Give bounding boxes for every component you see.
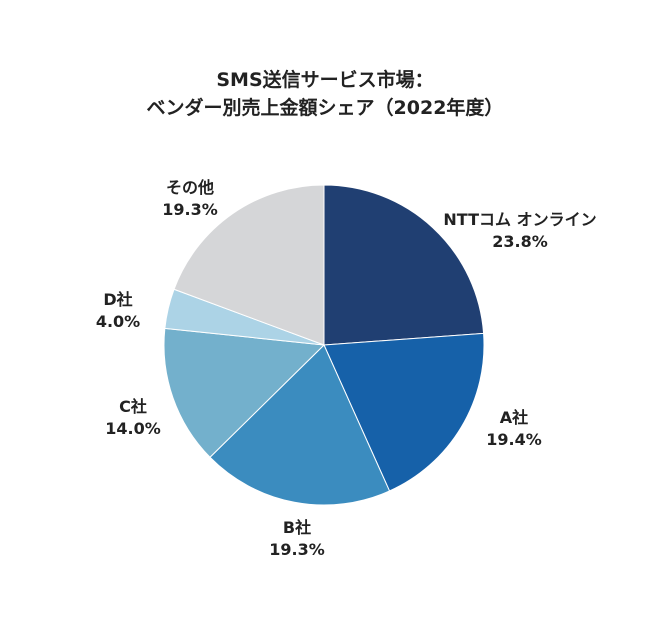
- slice-label-3: C社: [119, 397, 147, 416]
- pie-slice-2: [209, 344, 391, 506]
- slice-value-5: 19.3%: [162, 200, 218, 219]
- pie-slice-0: [323, 184, 485, 346]
- pie-slice-3: [163, 327, 326, 458]
- slice-label-4: D社: [103, 290, 132, 309]
- pie-labels: NTTコム オンライン 23.8% A社 19.4% B社 19.3% C社 14.0% D社 4…: [96, 178, 597, 559]
- slice-value-0: 23.8%: [492, 232, 548, 251]
- slice-value-4: 4.0%: [96, 312, 140, 331]
- pie-slice-1: [323, 332, 485, 492]
- slice-label-2: B社: [283, 518, 311, 537]
- chart-title-line-1: SMS送信サービス市場：: [216, 68, 433, 91]
- slice-label-1: A社: [500, 408, 528, 427]
- pie-slices: [163, 184, 485, 506]
- slice-value-2: 19.3%: [269, 540, 325, 559]
- slice-value-1: 19.4%: [486, 430, 542, 449]
- pie-slice-5: [173, 184, 325, 346]
- slice-label-5: その他: [166, 178, 214, 197]
- slice-value-3: 14.0%: [105, 419, 161, 438]
- slice-label-0: NTTコム オンライン: [443, 210, 596, 229]
- chart-title-line-2: ベンダー別売上金額シェア（2022年度）: [147, 96, 504, 119]
